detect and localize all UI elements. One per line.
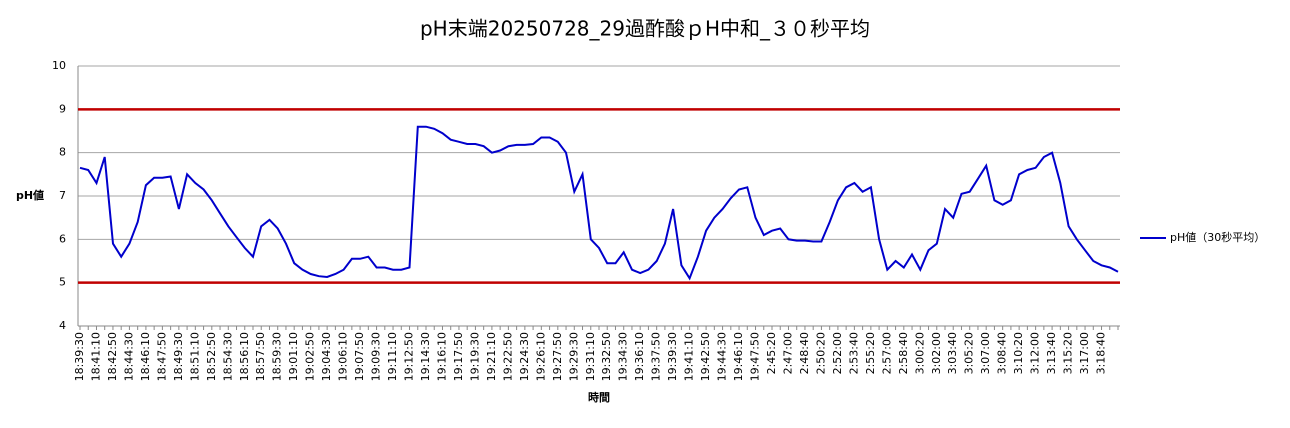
x-tick-label: 19:04:30 — [320, 332, 333, 381]
chart-title: pH末端20250728_29過酢酸ｐH中和_３０秒平均 — [420, 17, 870, 41]
x-tick-label: 18:39:30 — [73, 332, 86, 381]
x-tick-label: 2:50:20 — [814, 332, 827, 374]
x-tick-label: 18:57:50 — [254, 332, 267, 381]
x-tick-label: 18:54:30 — [221, 332, 234, 381]
x-tick-label: 19:44:30 — [716, 332, 729, 381]
x-tick-label: 3:05:20 — [963, 332, 976, 374]
x-tick-label: 19:11:10 — [386, 332, 399, 381]
x-tick-label: 18:42:50 — [106, 332, 119, 381]
x-tick-label: 18:41:10 — [89, 332, 102, 381]
y-tick-label: 5 — [59, 276, 66, 289]
x-tick-label: 19:37:50 — [650, 332, 663, 381]
x-tick-label: 19:42:50 — [699, 332, 712, 381]
x-tick-label: 19:21:10 — [485, 332, 498, 381]
x-tick-label: 18:51:10 — [188, 332, 201, 381]
legend-label: pH値（30秒平均） — [1170, 230, 1265, 244]
x-tick-label: 19:06:10 — [337, 332, 350, 381]
x-tick-label: 2:45:20 — [765, 332, 778, 374]
x-tick-label: 19:09:30 — [370, 332, 383, 381]
x-tick-label: 3:10:20 — [1012, 332, 1025, 374]
x-tick-label: 19:16:10 — [435, 332, 448, 381]
x-tick-label: 19:26:10 — [534, 332, 547, 381]
x-tick-label: 18:47:50 — [155, 332, 168, 381]
x-tick-label: 3:18:40 — [1095, 332, 1108, 374]
x-tick-label: 19:36:10 — [633, 332, 646, 381]
x-tick-label: 3:00:20 — [913, 332, 926, 374]
x-tick-label: 19:14:30 — [419, 332, 432, 381]
x-tick-label: 18:52:50 — [205, 332, 218, 381]
x-tick-label: 19:27:50 — [551, 332, 564, 381]
x-tick-label: 19:39:30 — [666, 332, 679, 381]
x-tick-label: 18:49:30 — [172, 332, 185, 381]
x-tick-label: 2:57:00 — [880, 332, 893, 374]
x-tick-label: 19:47:50 — [749, 332, 762, 381]
x-tick-label: 19:24:30 — [518, 332, 531, 381]
x-tick-label: 19:07:50 — [353, 332, 366, 381]
x-tick-label: 3:02:00 — [930, 332, 943, 374]
x-tick-label: 2:58:40 — [897, 332, 910, 374]
x-tick-label: 3:15:20 — [1062, 332, 1075, 374]
x-tick-label: 2:52:00 — [831, 332, 844, 374]
y-tick-label: 7 — [59, 189, 66, 202]
x-tick-label: 19:29:30 — [567, 332, 580, 381]
x-tick-label: 19:31:10 — [584, 332, 597, 381]
y-tick-label: 8 — [59, 146, 66, 159]
x-tick-label: 2:48:40 — [798, 332, 811, 374]
x-tick-label: 19:19:30 — [468, 332, 481, 381]
x-tick-label: 19:34:30 — [617, 332, 630, 381]
y-tick-label: 10 — [52, 59, 66, 72]
data-line — [79, 125, 1119, 281]
x-tick-label: 2:47:00 — [781, 332, 794, 374]
x-axis-label: 時間 — [588, 390, 610, 404]
x-tick-label: 19:32:50 — [600, 332, 613, 381]
x-tick-label: 3:08:40 — [996, 332, 1009, 374]
x-tick-label: 3:13:40 — [1045, 332, 1058, 374]
x-tick-label: 18:46:10 — [139, 332, 152, 381]
x-tick-label: 19:46:10 — [732, 332, 745, 381]
x-tick-label: 19:02:50 — [304, 332, 317, 381]
x-tick-label: 18:56:10 — [238, 332, 251, 381]
x-tick-label: 2:55:20 — [864, 332, 877, 374]
x-tick-label: 19:17:50 — [452, 332, 465, 381]
x-tick-label: 19:01:10 — [287, 332, 300, 381]
x-tick-label: 3:07:00 — [979, 332, 992, 374]
x-tick-label: 19:22:50 — [501, 332, 514, 381]
y-tick-label: 9 — [59, 102, 66, 115]
x-tick-label: 19:41:10 — [683, 332, 696, 381]
x-tick-label: 3:03:40 — [946, 332, 959, 374]
x-tick-label: 18:59:30 — [271, 332, 284, 381]
y-axis-label: pH値 — [16, 188, 44, 202]
x-tick-label: 2:53:40 — [847, 332, 860, 374]
x-tick-label: 3:17:00 — [1078, 332, 1091, 374]
x-tick-label: 18:44:30 — [122, 332, 135, 381]
y-tick-label: 6 — [59, 232, 66, 245]
y-tick-label: 4 — [59, 319, 66, 332]
x-tick-label: 3:12:00 — [1029, 332, 1042, 374]
x-tick-label: 19:12:50 — [403, 332, 416, 381]
